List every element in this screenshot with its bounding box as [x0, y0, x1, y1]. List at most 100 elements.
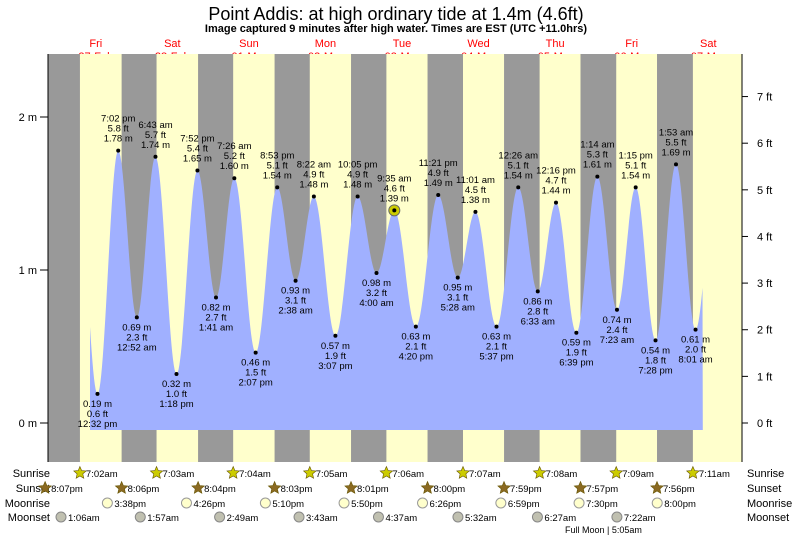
tide-time-label: 8:01 am	[678, 355, 712, 366]
right-axis-tick-label: 0 ft	[757, 418, 772, 430]
moonrise-time: 4:26pm	[193, 499, 225, 510]
night-band	[48, 54, 80, 462]
moonset-icon	[134, 511, 146, 523]
tide-point	[253, 350, 258, 355]
tide-time-label: 4:20 pm	[399, 352, 433, 363]
tide-point	[374, 271, 379, 276]
moonrise-icon	[651, 497, 663, 509]
tide-ft-label: 5.4 ft	[187, 144, 208, 155]
moonrise-icon	[417, 497, 429, 509]
sunset-star-icon	[38, 480, 53, 494]
sunset-star-icon	[344, 480, 358, 494]
tide-ft-label: 2.8 ft	[527, 306, 548, 317]
moonrise-icon	[101, 497, 113, 509]
moonrise-icon	[338, 497, 350, 509]
moonset-time: 3:43am	[306, 513, 338, 524]
tide-m-label: 0.54 m	[641, 345, 670, 356]
tide-ft-label: 2.1 ft	[405, 342, 426, 353]
tide-m-label: 1.44 m	[541, 186, 570, 197]
left-axis-tick-label: 2 m	[19, 112, 37, 124]
tide-ft-label: 4.5 ft	[465, 185, 486, 196]
tide-point	[653, 338, 658, 343]
tide-point	[134, 315, 139, 320]
tide-time-label: 7:52 pm	[180, 134, 214, 145]
tide-m-label: 0.46 m	[241, 358, 270, 369]
tide-point	[595, 174, 600, 179]
sunset-time: 7:57pm	[587, 484, 619, 495]
tide-time-label: 6:43 am	[138, 120, 172, 131]
tide-m-label: 0.63 m	[482, 332, 511, 343]
right-axis-tick-label: 6 ft	[757, 138, 772, 150]
sunrise-star-icon	[73, 465, 87, 479]
tide-ft-label: 2.4 ft	[606, 325, 627, 336]
sunrise-time: 7:03am	[163, 469, 195, 480]
moonset-row-label-right: Moonset	[747, 512, 789, 524]
sunrise-star-icon	[302, 465, 317, 479]
tide-point	[673, 162, 678, 167]
tide-time-label: 4:00 am	[359, 298, 393, 309]
tide-m-label: 0.32 m	[162, 379, 191, 390]
day-name-label: Tue	[393, 38, 412, 50]
sunrise-time: 7:05am	[316, 469, 348, 480]
tide-time-label: 8:53 pm	[260, 150, 294, 161]
tide-ft-label: 3.2 ft	[366, 288, 387, 299]
tide-m-label: 0.74 m	[602, 315, 631, 326]
tide-point	[693, 327, 698, 332]
sunset-star-icon	[267, 480, 282, 494]
tide-ft-label: 4.9 ft	[428, 168, 449, 179]
tide-time-label: 1:15 pm	[619, 150, 653, 161]
right-axis-tick-label: 1 ft	[757, 371, 772, 383]
moonset-icon	[531, 511, 543, 523]
tide-point	[516, 185, 521, 190]
tide-time-label: 3:07 pm	[318, 361, 352, 372]
tide-m-label: 0.82 m	[201, 303, 230, 314]
tide-ft-label: 5.8 ft	[108, 124, 129, 135]
tide-time-label: 7:28 pm	[638, 365, 672, 376]
tide-point	[553, 200, 558, 205]
tide-ft-label: 1.8 ft	[645, 355, 666, 366]
day-name-label: Sat	[700, 38, 717, 50]
moonrise-time: 6:26pm	[430, 499, 462, 510]
right-axis-tick-label: 4 ft	[757, 231, 772, 243]
moonrise-time: 6:59pm	[508, 499, 540, 510]
tide-m-label: 1.60 m	[220, 161, 249, 172]
tide-time-label: 1:14 am	[580, 140, 614, 151]
tide-m-label: 0.61 m	[681, 335, 710, 346]
tide-ft-label: 5.3 ft	[587, 150, 608, 161]
moonset-time: 4:37am	[385, 513, 417, 524]
tide-ft-label: 4.9 ft	[347, 170, 368, 181]
moonset-icon	[372, 511, 384, 523]
tide-point	[153, 154, 158, 159]
tide-m-label: 0.95 m	[443, 283, 472, 294]
tide-ft-label: 5.5 ft	[665, 137, 686, 148]
sunrise-star-icon	[685, 465, 700, 479]
tide-m-label: 1.49 m	[424, 178, 453, 189]
moonrise-time: 7:30pm	[586, 499, 618, 510]
sunrise-star-icon	[532, 465, 547, 479]
tide-point	[95, 391, 100, 396]
tide-time-label: 12:32 pm	[78, 419, 118, 430]
day-name-label: Sat	[164, 38, 181, 50]
moonset-row-label-left: Moonset	[8, 512, 50, 524]
tide-time-label: 2:38 am	[278, 306, 312, 317]
sunset-time: 8:06pm	[128, 484, 160, 495]
tide-point	[275, 185, 280, 190]
tide-time-label: 8:22 am	[297, 160, 331, 171]
right-axis-tick-label: 7 ft	[757, 92, 772, 104]
tide-m-label: 1.54 m	[263, 170, 292, 181]
tide-m-label: 1.69 m	[661, 147, 690, 158]
chart-subtitle: Image captured 9 minutes after high wate…	[205, 23, 588, 35]
tide-point	[494, 324, 499, 329]
moonset-time: 5:32am	[465, 513, 497, 524]
tide-time-label: 1:18 pm	[159, 399, 193, 410]
tide-m-label: 1.39 m	[380, 193, 409, 204]
moonset-icon	[214, 511, 226, 523]
left-axis-tick-label: 0 m	[19, 418, 37, 430]
sunrise-time: 7:02am	[86, 469, 118, 480]
tide-m-label: 1.54 m	[621, 170, 650, 181]
tide-ft-label: 2.0 ft	[685, 345, 706, 356]
tide-point	[473, 209, 478, 214]
sunrise-time: 7:09am	[622, 469, 654, 480]
tide-point	[293, 278, 298, 283]
sunrise-time: 7:07am	[469, 469, 501, 480]
